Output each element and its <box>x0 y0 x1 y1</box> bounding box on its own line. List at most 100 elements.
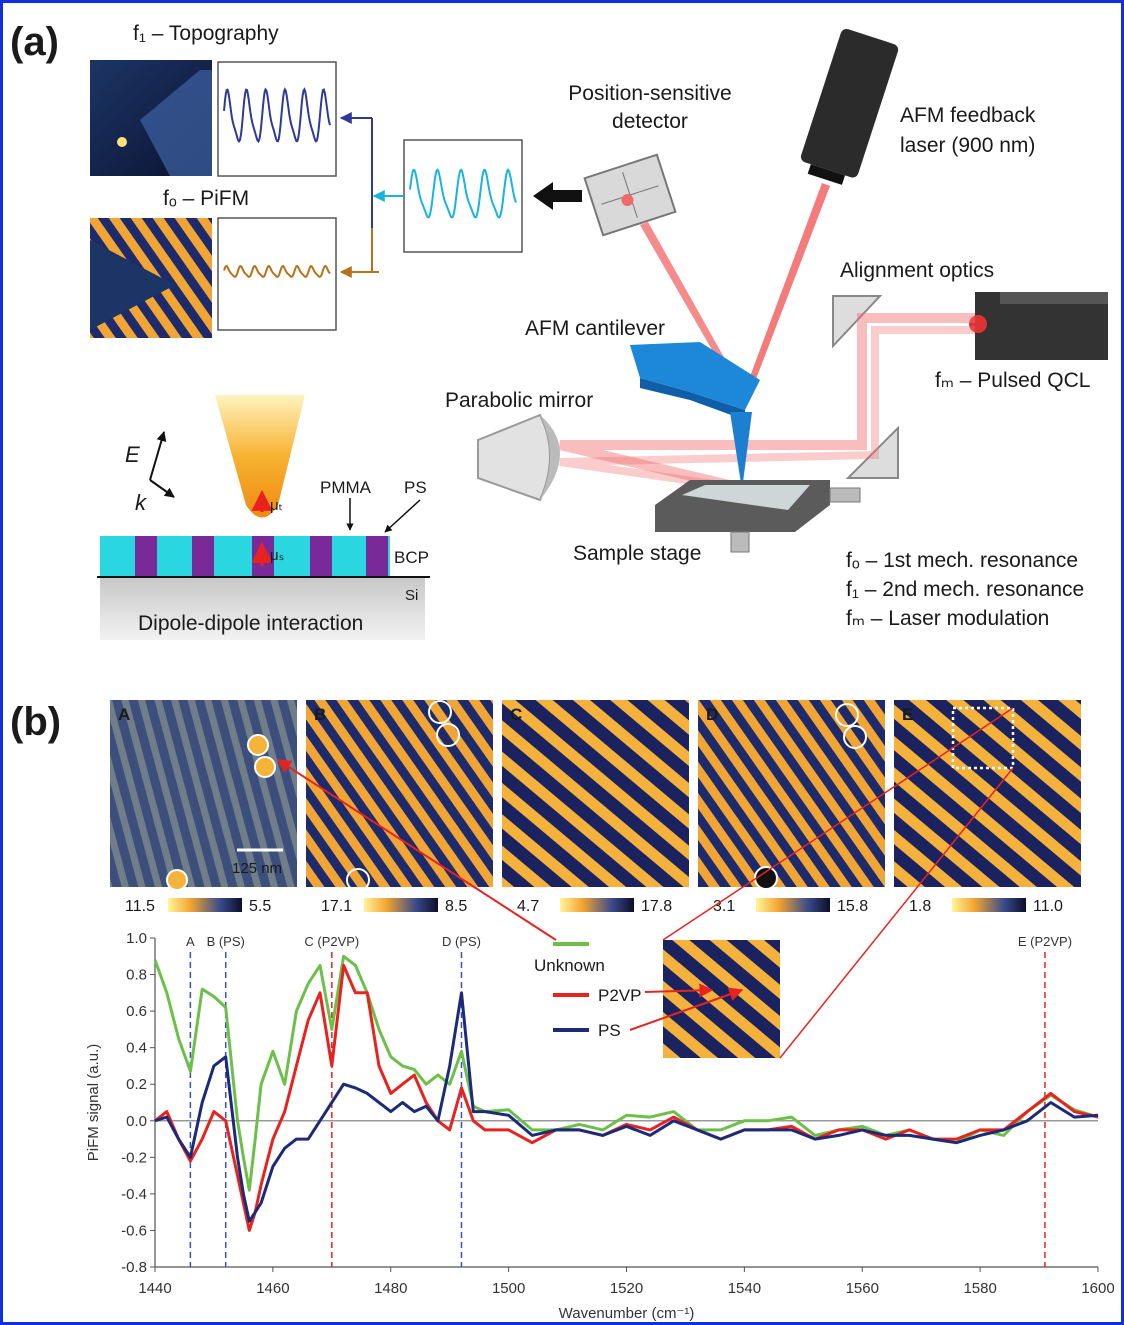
band-label: D (PS) <box>442 934 481 949</box>
image-letter: B <box>314 705 326 724</box>
y-tick-label: -0.6 <box>121 1222 147 1239</box>
legend-label: PS <box>598 1021 621 1040</box>
colorbar-label: 11.5 <box>125 898 155 915</box>
image-letter: A <box>118 705 130 724</box>
pmma-label: PMMA <box>320 478 372 497</box>
pifm-image <box>110 700 297 887</box>
series-line <box>155 965 1098 1230</box>
band-label: B (PS) <box>207 934 245 949</box>
y-tick-label: 0.2 <box>126 1076 147 1093</box>
qcl-top <box>1000 292 1108 304</box>
pifm-image <box>894 700 1081 887</box>
big-arrow <box>533 182 582 210</box>
field-label: E <box>125 442 140 467</box>
laser-body <box>799 27 899 179</box>
stage-knob <box>731 532 749 552</box>
y-tick-label: -0.2 <box>121 1149 147 1166</box>
band-label: A <box>186 934 195 949</box>
circled-particle <box>255 757 275 777</box>
image-letter: E <box>902 705 913 724</box>
laser-label: laser (900 nm) <box>900 134 1035 157</box>
x-tick-label: 1480 <box>374 1280 407 1297</box>
stage-knob <box>830 488 860 502</box>
colorbar <box>168 898 242 912</box>
pmma-domain <box>310 536 332 576</box>
x-tick-label: 1460 <box>256 1280 289 1297</box>
qcl-label: fₘ – Pulsed QCL <box>935 369 1091 392</box>
x-axis-label: Wavenumber (cm⁻¹) <box>559 1305 695 1322</box>
parabolic-mirror <box>478 415 550 500</box>
colorbar-label: 8.5 <box>445 898 467 915</box>
stage-label: Sample stage <box>573 542 701 565</box>
spectrum-chart: -0.8-0.6-0.4-0.20.00.20.40.60.81.0144014… <box>85 930 1115 1322</box>
x-tick-label: 1560 <box>846 1280 879 1297</box>
band-label: E (P2VP) <box>1018 934 1072 949</box>
topography-particle <box>117 137 127 147</box>
topography-label: f₁ – Topography <box>133 22 279 45</box>
x-tick-label: 1440 <box>138 1280 171 1297</box>
field-arrow <box>150 432 164 480</box>
figure: (a) f₁ – Topography fₒ – PiFM Position-s… <box>0 0 1124 1325</box>
frequency-legend: fₒ – 1st mech. resonance <box>846 549 1078 572</box>
ps-label: PS <box>404 478 427 497</box>
circled-particle <box>248 735 268 755</box>
colorbar-label: 17.1 <box>321 898 352 915</box>
colorbar-label: 15.8 <box>837 898 868 915</box>
scale-bar-label: 125 nm <box>232 860 282 877</box>
y-tick-label: 0.4 <box>126 1040 147 1057</box>
colorbar-label: 3.1 <box>713 898 735 915</box>
cantilever-tip <box>730 412 752 490</box>
dipole-caption: Dipole-dipole interaction <box>138 612 363 635</box>
pifm-signal-box <box>218 218 336 330</box>
pifm-image <box>306 700 493 887</box>
tip-dipole-label: μₜ <box>270 497 283 514</box>
x-tick-label: 1600 <box>1081 1280 1114 1297</box>
topography-signal-box <box>218 62 336 176</box>
colorbar <box>756 898 830 912</box>
frequency-legend: f₁ – 2nd mech. resonance <box>846 578 1084 601</box>
wave-arrow <box>150 480 174 497</box>
frequency-legend: fₘ – Laser modulation <box>846 607 1049 630</box>
circle <box>755 867 777 889</box>
bcp-layer <box>100 536 390 576</box>
pmma-domain <box>135 536 157 576</box>
colorbar-label: 11.0 <box>1033 898 1063 915</box>
series-line <box>155 993 1098 1222</box>
image-letter: C <box>510 705 522 724</box>
pifm-label: fₒ – PiFM <box>163 187 249 210</box>
feedback-laser <box>796 27 899 188</box>
zoom-inset <box>663 940 780 1058</box>
pmma-domain <box>366 536 388 576</box>
cantilever-label: AFM cantilever <box>525 317 665 340</box>
legend-label: P2VP <box>598 986 641 1005</box>
mirror-label: Parabolic mirror <box>445 389 593 412</box>
x-tick-label: 1500 <box>492 1280 525 1297</box>
legend-label: Unknown <box>534 956 605 975</box>
pifm-image <box>502 700 689 887</box>
band-label: C (P2VP) <box>304 934 359 949</box>
si-label: Si <box>405 587 418 604</box>
optics-label: Alignment optics <box>840 259 994 282</box>
colorbar-label: 1.8 <box>909 898 931 915</box>
colorbar <box>952 898 1026 912</box>
x-tick-label: 1520 <box>610 1280 643 1297</box>
panel-label: (b) <box>10 700 61 744</box>
panel-label: (a) <box>10 20 59 64</box>
detector-label: detector <box>612 110 688 133</box>
pmma-domain <box>192 536 214 576</box>
y-tick-label: 0.6 <box>126 1003 147 1020</box>
y-tick-label: -0.8 <box>121 1259 147 1276</box>
x-tick-label: 1540 <box>728 1280 761 1297</box>
colorbar-label: 5.5 <box>249 898 271 915</box>
bcp-label: BCP <box>394 548 429 567</box>
detector <box>585 155 676 236</box>
colorbar-label: 4.7 <box>517 898 539 915</box>
pifm-image <box>698 700 885 887</box>
y-tick-label: 0.8 <box>126 967 147 984</box>
circled-particle <box>167 870 187 890</box>
image-letter: D <box>706 705 718 724</box>
laser-beam <box>742 183 830 400</box>
ir-beam <box>560 330 975 488</box>
y-axis-label: PiFM signal (a.u.) <box>85 1044 102 1162</box>
